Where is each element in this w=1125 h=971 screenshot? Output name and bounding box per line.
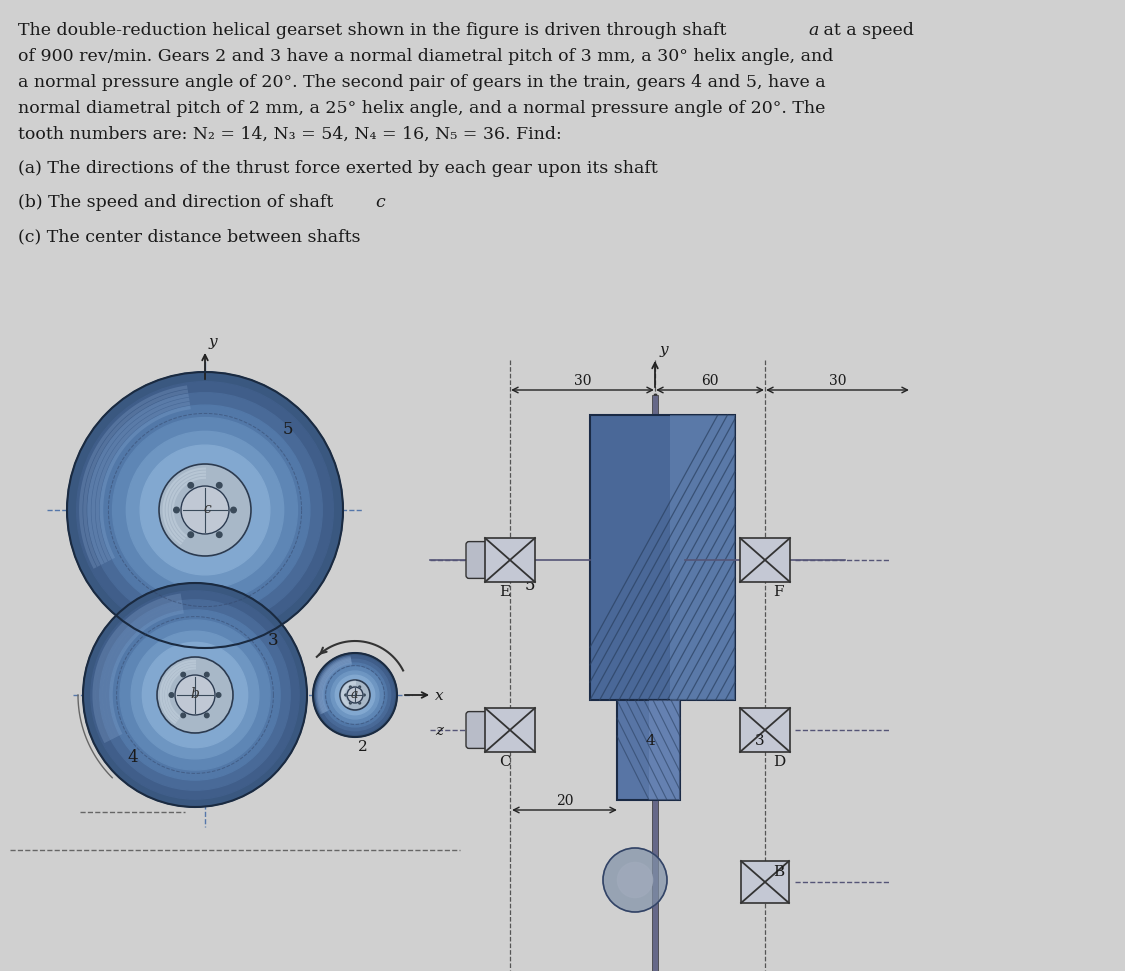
- Circle shape: [205, 672, 209, 677]
- Circle shape: [340, 680, 370, 710]
- Text: 3: 3: [755, 734, 765, 748]
- Circle shape: [350, 686, 351, 687]
- Bar: [740, 538, 790, 582]
- Circle shape: [181, 486, 229, 534]
- Text: tooth numbers are: N₂ = 14, N₃ = 54, N₄ = 16, N₅ = 36. Find:: tooth numbers are: N₂ = 14, N₃ = 54, N₄ …: [18, 126, 561, 143]
- Circle shape: [188, 532, 193, 538]
- Circle shape: [188, 483, 193, 488]
- Circle shape: [231, 507, 236, 513]
- Text: F: F: [773, 585, 783, 599]
- Circle shape: [216, 532, 222, 538]
- Text: 20: 20: [556, 794, 574, 808]
- Bar: [740, 708, 790, 752]
- FancyBboxPatch shape: [466, 542, 488, 579]
- Text: a: a: [808, 22, 818, 39]
- Circle shape: [181, 672, 186, 677]
- Text: 4: 4: [128, 750, 138, 766]
- Circle shape: [176, 675, 215, 715]
- Text: 4: 4: [645, 734, 655, 748]
- Circle shape: [112, 418, 297, 602]
- Circle shape: [350, 702, 351, 704]
- Text: 5: 5: [282, 421, 292, 438]
- Circle shape: [132, 631, 259, 759]
- FancyBboxPatch shape: [466, 712, 488, 749]
- Circle shape: [169, 692, 173, 697]
- Circle shape: [216, 692, 220, 697]
- Circle shape: [319, 659, 390, 731]
- Circle shape: [91, 590, 299, 799]
- Text: 30: 30: [574, 374, 592, 388]
- Circle shape: [141, 445, 270, 575]
- Circle shape: [346, 687, 363, 703]
- Circle shape: [159, 464, 251, 556]
- Circle shape: [110, 610, 280, 780]
- Text: y: y: [660, 343, 668, 357]
- Bar: [669, 415, 735, 700]
- Circle shape: [323, 663, 387, 727]
- Bar: [741, 861, 789, 903]
- Circle shape: [173, 507, 179, 513]
- Text: (a) The directions of the thrust force exerted by each gear upon its shaft: (a) The directions of the thrust force e…: [18, 160, 658, 177]
- Circle shape: [216, 483, 222, 488]
- Circle shape: [181, 713, 186, 718]
- Circle shape: [603, 848, 667, 912]
- Circle shape: [158, 657, 233, 733]
- Text: a: a: [350, 688, 358, 701]
- Bar: [485, 708, 536, 752]
- Text: b: b: [190, 687, 199, 701]
- Circle shape: [126, 431, 284, 588]
- Circle shape: [120, 619, 270, 770]
- Text: The double-reduction helical gearset shown in the figure is driven through shaft: The double-reduction helical gearset sho…: [18, 22, 732, 39]
- Text: B: B: [773, 865, 784, 879]
- Text: normal diametral pitch of 2 mm, a 25° helix angle, and a normal pressure angle o: normal diametral pitch of 2 mm, a 25° he…: [18, 100, 826, 117]
- Text: D: D: [773, 755, 785, 769]
- Text: y: y: [209, 335, 217, 349]
- Circle shape: [327, 667, 384, 723]
- Bar: [652, 395, 658, 971]
- Circle shape: [83, 583, 307, 807]
- Bar: [485, 538, 536, 582]
- Text: E: E: [500, 585, 511, 599]
- Text: a normal pressure angle of 20°. The second pair of gears in the train, gears 4 a: a normal pressure angle of 20°. The seco…: [18, 74, 826, 91]
- Circle shape: [143, 643, 248, 748]
- Circle shape: [344, 694, 346, 696]
- Text: at a speed: at a speed: [818, 22, 914, 39]
- Text: (b) The speed and direction of shaft: (b) The speed and direction of shaft: [18, 194, 339, 211]
- Circle shape: [359, 702, 360, 704]
- Text: z: z: [435, 724, 443, 738]
- Circle shape: [88, 392, 322, 627]
- Text: C: C: [500, 755, 511, 769]
- Bar: [648, 700, 680, 800]
- Circle shape: [68, 372, 343, 648]
- Circle shape: [100, 405, 309, 615]
- Text: of 900 rev/min. Gears 2 and 3 have a normal diametral pitch of 3 mm, a 30° helix: of 900 rev/min. Gears 2 and 3 have a nor…: [18, 48, 834, 65]
- Text: c: c: [375, 194, 385, 211]
- Circle shape: [359, 686, 360, 687]
- Text: c: c: [204, 502, 210, 516]
- Circle shape: [316, 656, 394, 734]
- Circle shape: [363, 694, 366, 696]
- Circle shape: [205, 713, 209, 718]
- Bar: [590, 415, 735, 700]
- Text: 3: 3: [268, 631, 278, 649]
- Text: x: x: [435, 689, 443, 703]
- Bar: [616, 700, 679, 800]
- Circle shape: [100, 600, 290, 790]
- Circle shape: [335, 675, 375, 715]
- Text: (c) The center distance between shafts: (c) The center distance between shafts: [18, 228, 360, 245]
- Text: 5: 5: [525, 577, 536, 594]
- Text: 60: 60: [701, 374, 719, 388]
- Circle shape: [331, 671, 379, 719]
- Circle shape: [76, 382, 333, 638]
- Circle shape: [618, 862, 652, 897]
- Text: 30: 30: [829, 374, 846, 388]
- Circle shape: [313, 653, 397, 737]
- Text: 2: 2: [358, 740, 368, 754]
